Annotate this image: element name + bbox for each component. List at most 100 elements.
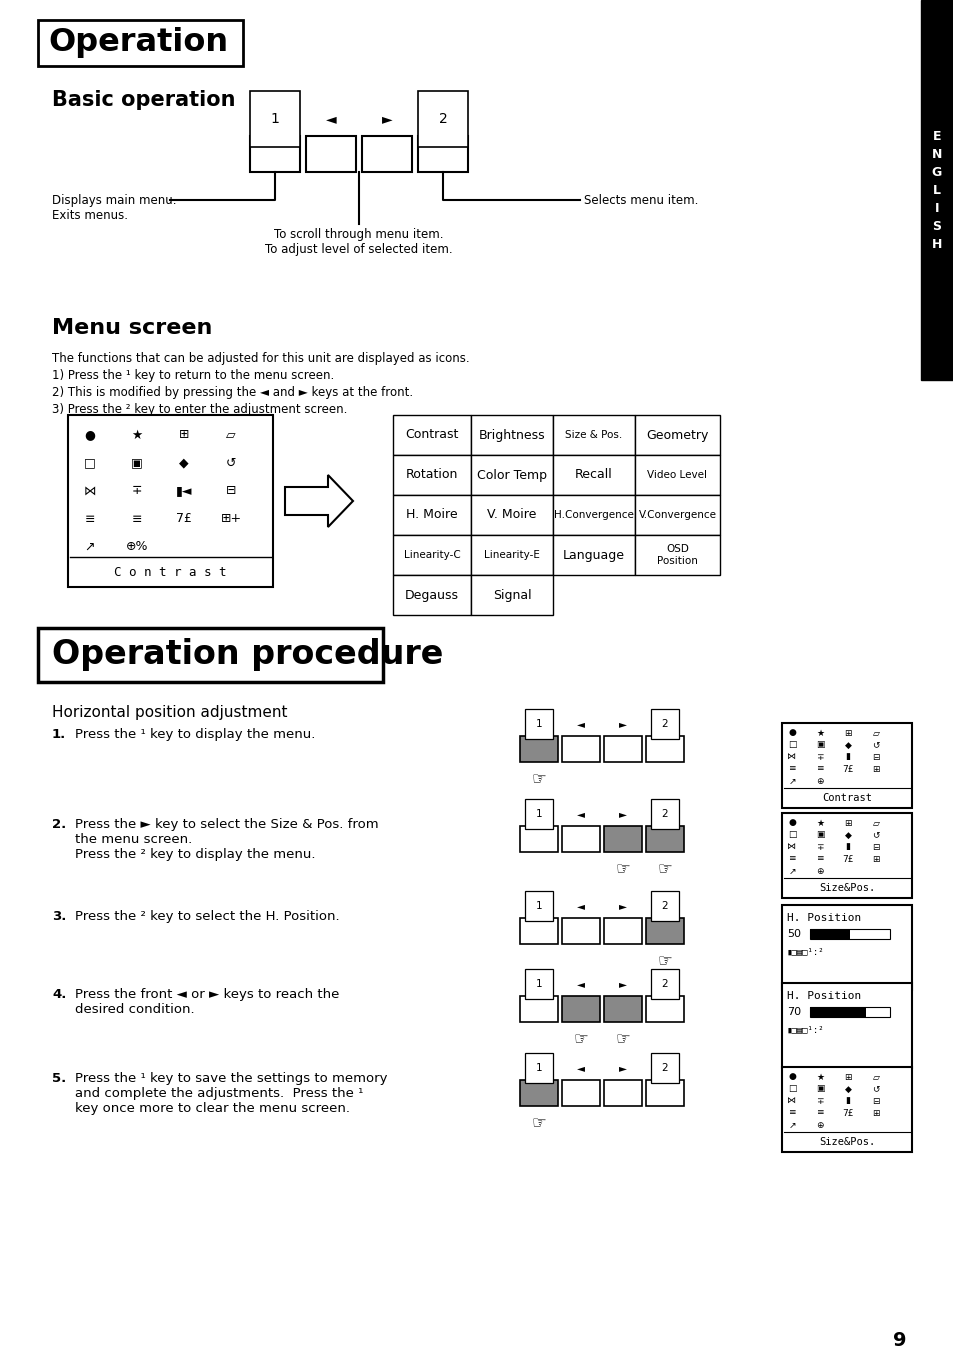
Bar [645,735,683,761]
Bar [781,1066,911,1152]
Text: ►: ► [381,112,392,127]
Text: ▣: ▣ [131,456,143,470]
Bar [361,136,412,172]
Text: ●: ● [85,429,95,441]
Text: Press the ► key to select the Size & Pos. from
the menu screen.
Press the ² key : Press the ► key to select the Size & Pos… [75,819,378,861]
Text: ▮: ▮ [844,1096,850,1106]
Bar [603,825,641,853]
Text: ⊞: ⊞ [843,729,851,737]
Text: ≡: ≡ [787,1109,795,1117]
Bar [809,1007,865,1017]
Text: ►: ► [618,1062,626,1073]
Bar [471,415,553,455]
Text: ⊞: ⊞ [871,764,879,774]
Text: ⋈: ⋈ [84,485,96,497]
Bar [645,825,683,853]
Text: 7£: 7£ [841,1109,853,1117]
Bar [781,983,911,1068]
Text: ⋈: ⋈ [786,752,796,761]
Text: ⊕: ⊕ [816,1121,822,1129]
Text: ●: ● [787,729,795,737]
Bar [553,415,635,455]
Text: ▣: ▣ [815,831,823,839]
Text: ▣: ▣ [815,741,823,749]
Text: ☞: ☞ [615,859,630,878]
Text: ▱: ▱ [872,1072,879,1081]
Text: ⊞: ⊞ [843,1072,851,1081]
Bar [781,813,911,898]
Bar [561,825,599,853]
Text: □: □ [787,741,796,749]
Bar [561,735,599,761]
Text: ★: ★ [815,1072,823,1081]
Text: ◄: ◄ [577,902,584,911]
Text: ★: ★ [815,729,823,737]
Text: 1.: 1. [52,729,66,741]
Bar [519,735,558,761]
Text: Rotation: Rotation [405,469,457,482]
Bar [393,575,471,616]
Text: ≡: ≡ [85,512,95,526]
Bar [553,455,635,494]
Text: ⊟: ⊟ [226,485,236,497]
Text: ↺: ↺ [871,1084,879,1094]
Text: 70: 70 [786,1007,801,1017]
Text: 2: 2 [661,809,668,819]
Bar [471,575,553,616]
Text: ⊟: ⊟ [871,1096,879,1106]
Text: 1: 1 [271,112,279,127]
Text: ☞: ☞ [615,1030,630,1047]
Text: 3) Press the ² key to enter the adjustment screen.: 3) Press the ² key to enter the adjustme… [52,403,347,415]
Text: 2: 2 [661,1062,668,1073]
Bar [250,136,299,172]
Text: 1: 1 [536,719,541,729]
Text: 2: 2 [438,112,447,127]
Text: 1) Press the ¹ key to return to the menu screen.: 1) Press the ¹ key to return to the menu… [52,369,334,381]
Text: Signal: Signal [492,588,531,602]
Text: 7£: 7£ [841,854,853,864]
Text: ☞: ☞ [657,859,672,878]
Bar [519,1080,558,1106]
Text: Operation procedure: Operation procedure [52,637,443,671]
Text: ◄: ◄ [325,112,336,127]
Text: Press the ² key to select the H. Position.: Press the ² key to select the H. Positio… [75,910,339,923]
Text: ⊕: ⊕ [816,776,822,786]
Text: 2: 2 [661,979,668,989]
Text: Recall: Recall [575,469,612,482]
Text: Color Temp: Color Temp [476,469,546,482]
Text: V. Moire: V. Moire [487,508,537,522]
Text: Video Level: Video Level [647,470,707,479]
Text: ▮◄: ▮◄ [175,485,193,497]
Text: Contrast: Contrast [405,429,458,441]
Text: 3.: 3. [52,910,67,923]
Text: Basic operation: Basic operation [52,90,235,110]
Text: ◆: ◆ [843,1084,850,1094]
Text: ⋈: ⋈ [786,843,796,851]
Text: 1: 1 [536,809,541,819]
Text: 5.: 5. [52,1072,66,1086]
Bar [635,494,720,535]
Text: ☞: ☞ [573,1030,588,1047]
Bar [645,996,683,1022]
Text: ◆: ◆ [843,741,850,749]
Text: ⊞+: ⊞+ [220,512,241,526]
Text: ★: ★ [132,429,143,441]
Text: ◆: ◆ [179,456,189,470]
Bar [393,494,471,535]
Text: ◄: ◄ [577,1062,584,1073]
Text: Horizontal position adjustment: Horizontal position adjustment [52,706,287,720]
Text: The functions that can be adjusted for this unit are displayed as icons.: The functions that can be adjusted for t… [52,351,469,365]
Text: Geometry: Geometry [645,429,708,441]
Text: H. Position: H. Position [786,913,861,923]
Bar [519,918,558,944]
Bar [417,136,468,172]
Text: ∓: ∓ [816,843,822,851]
Bar [781,904,911,990]
Bar [809,929,889,938]
Text: ●: ● [787,1072,795,1081]
Bar [471,535,553,575]
Bar [920,0,953,380]
Bar [561,996,599,1022]
Text: 9: 9 [892,1331,905,1350]
Text: ◄: ◄ [577,979,584,989]
